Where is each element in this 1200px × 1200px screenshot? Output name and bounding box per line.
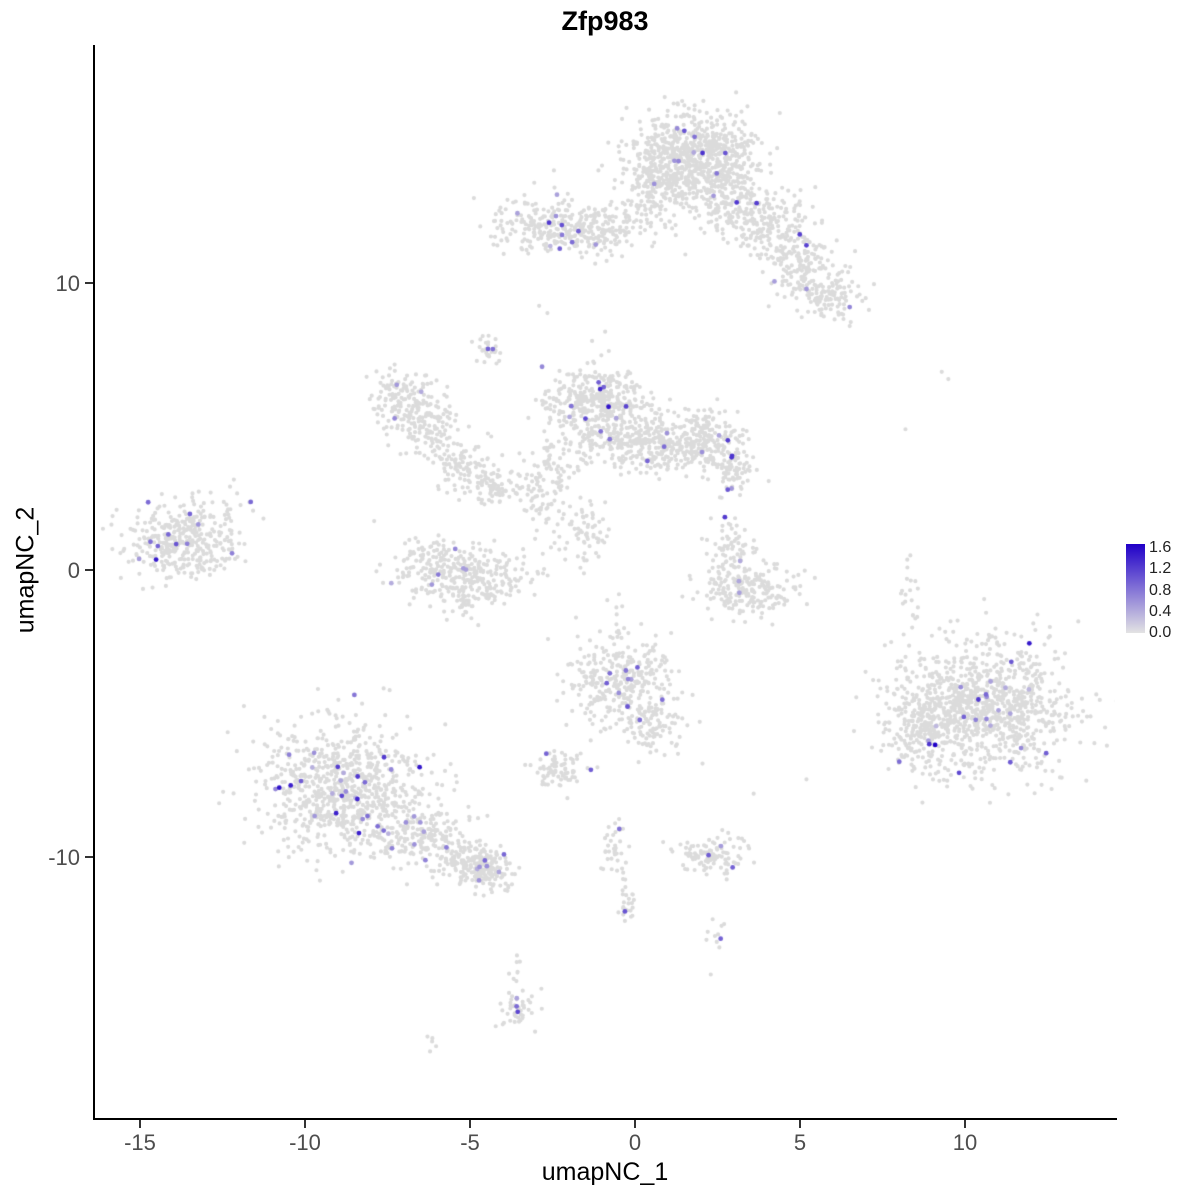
umap-scatter-canvas: [95, 45, 1115, 1118]
y-tick-label: -10: [48, 845, 80, 870]
x-tick-label: -15: [124, 1130, 156, 1155]
x-axis-line: [93, 1118, 1117, 1120]
x-tick-mark: [469, 1120, 471, 1128]
legend-label: 0.8: [1149, 582, 1172, 599]
x-tick-mark: [799, 1120, 801, 1128]
legend-gradient: [1126, 544, 1145, 633]
x-tick-label: -10: [289, 1130, 321, 1155]
x-tick-mark: [304, 1120, 306, 1128]
x-tick-label: -5: [460, 1130, 480, 1155]
x-tick-label: 0: [628, 1130, 642, 1155]
legend-label: 0.4: [1149, 603, 1172, 620]
x-tick-mark: [634, 1120, 636, 1128]
legend-label: 1.2: [1149, 560, 1172, 577]
legend-label: 1.6: [1149, 539, 1172, 556]
legend-label: 0.0: [1149, 624, 1172, 641]
x-tick-mark: [964, 1120, 966, 1128]
x-tick-mark: [139, 1120, 141, 1128]
y-tick-mark: [85, 569, 93, 571]
plot-title: Zfp983: [561, 6, 649, 36]
y-axis-line: [93, 45, 95, 1120]
y-tick-label: 10: [55, 271, 80, 296]
y-tick-label: 0: [67, 558, 80, 583]
x-axis-title: umapNC_1: [541, 1158, 669, 1186]
x-tick-label: 10: [952, 1130, 978, 1155]
x-tick-label: 5: [793, 1130, 807, 1155]
y-axis-title: umapNC_2: [11, 506, 40, 634]
y-tick-mark: [85, 282, 93, 284]
y-tick-mark: [85, 856, 93, 858]
